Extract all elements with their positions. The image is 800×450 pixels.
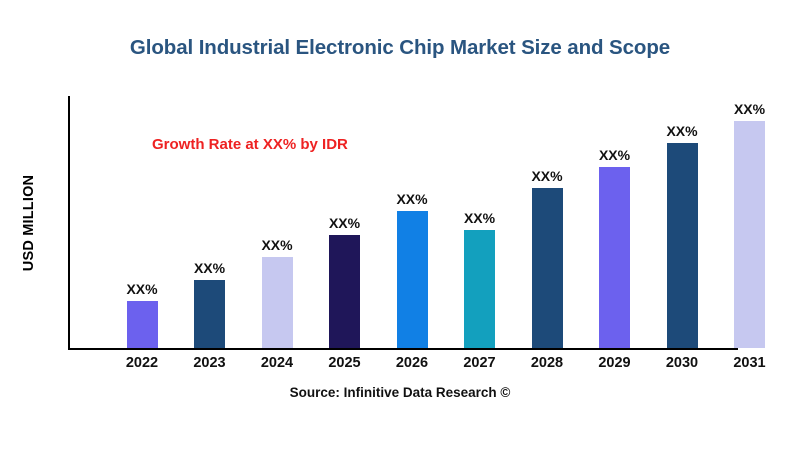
x-axis-tick-label: 2028 <box>530 355 564 371</box>
bar-value-label: XX% <box>531 168 563 184</box>
x-axis-tick-label: 2030 <box>665 355 699 371</box>
growth-rate-annotation: Growth Rate at XX% by IDR <box>152 136 348 153</box>
x-axis-tick-label: 2023 <box>193 355 226 371</box>
bar-value-label: XX% <box>193 260 226 276</box>
y-axis-title-label: USD MILLION <box>21 174 38 272</box>
plot-area: Growth Rate at XX% by IDR XX% 2022 XX% 2023… <box>68 96 780 371</box>
x-axis-tick-label: 2024 <box>260 355 294 371</box>
source-note: Source: Infinitive Data Research © <box>289 385 511 400</box>
x-axis-tick-label: 2022 <box>125 355 159 371</box>
page-title: Global Industrial Electronic Chip Market… <box>129 36 671 59</box>
bar[interactable] <box>261 257 293 348</box>
bar[interactable] <box>194 280 225 348</box>
x-axis-tick-label: 2026 <box>395 355 429 371</box>
x-axis-tick-label: 2031 <box>733 355 766 371</box>
x-axis-line <box>68 348 738 350</box>
bar[interactable] <box>734 121 765 348</box>
bar-value-label: XX% <box>396 191 428 207</box>
x-axis-tick-label: 2025 <box>328 355 361 371</box>
bar[interactable] <box>599 167 630 348</box>
bar[interactable] <box>464 230 495 348</box>
bar[interactable] <box>666 143 698 348</box>
x-axis-tick-label: 2027 <box>463 355 496 371</box>
y-axis-line <box>68 96 70 350</box>
bar-value-label: XX% <box>463 210 496 226</box>
bar[interactable] <box>396 211 428 348</box>
bar-value-label: XX% <box>261 237 293 253</box>
x-axis-tick-label: 2029 <box>598 355 631 371</box>
bar[interactable] <box>329 235 360 348</box>
bar-value-label: XX% <box>598 147 631 163</box>
bar[interactable] <box>126 301 158 348</box>
bar-value-label: XX% <box>666 123 698 139</box>
bar[interactable] <box>531 188 563 348</box>
bar-value-label: XX% <box>733 101 766 117</box>
bar-value-label: XX% <box>126 281 158 297</box>
y-axis-title: USD MILLION <box>18 96 40 350</box>
bar-value-label: XX% <box>328 215 361 231</box>
